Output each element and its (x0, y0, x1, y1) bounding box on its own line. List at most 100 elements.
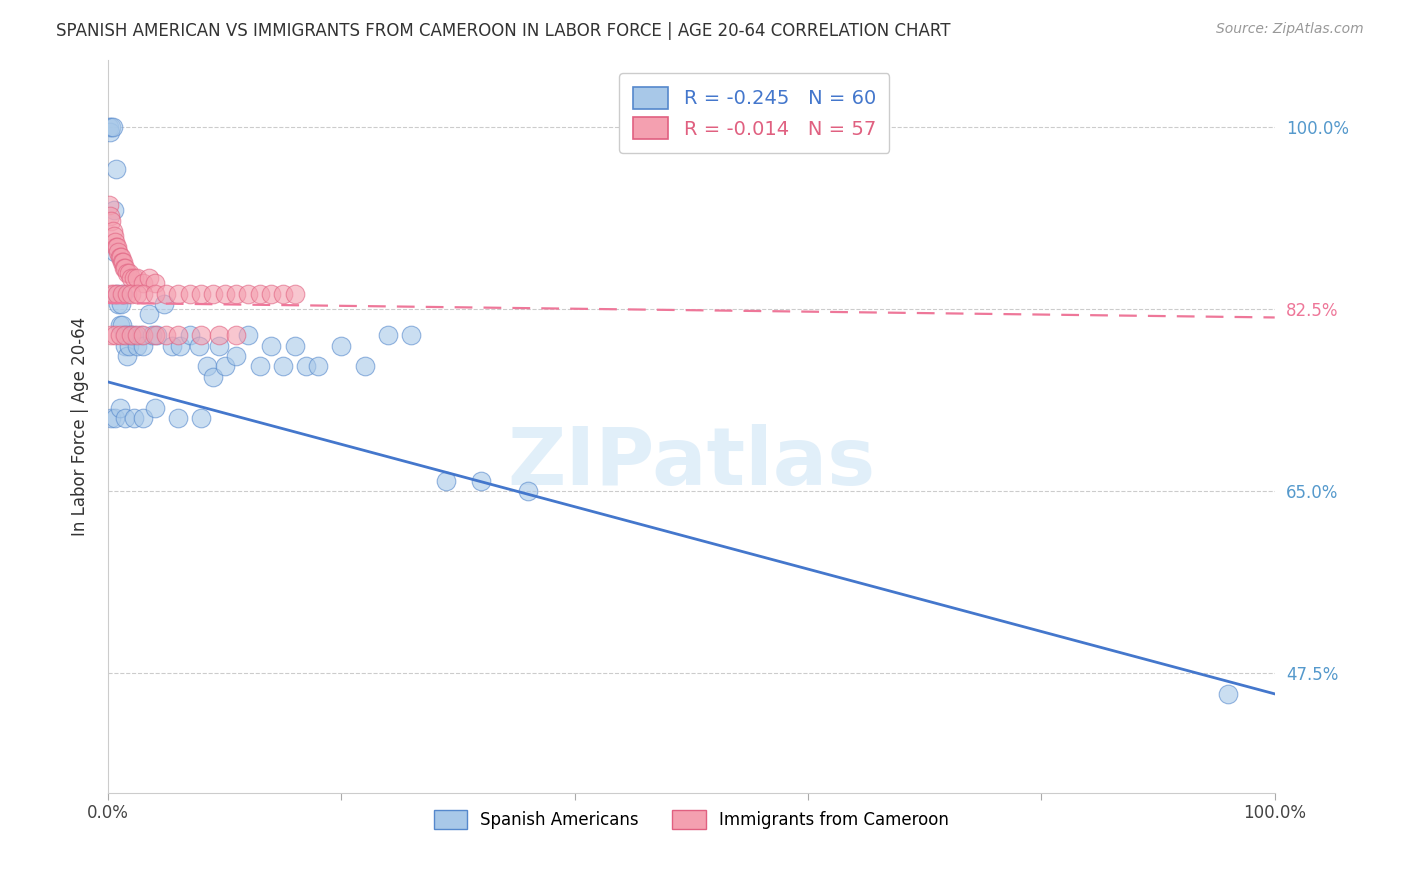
Point (129, 328, 152, 343)
Point (307, 359, 329, 374)
Point (284, 338, 307, 352)
Point (100, 120, 122, 135)
Point (167, 411, 190, 425)
Point (104, 328, 127, 343)
Point (195, 359, 218, 374)
Point (188, 338, 211, 352)
Point (1216, 687, 1239, 701)
Point (201, 369, 224, 384)
Point (284, 286, 307, 301)
Point (249, 359, 271, 374)
Point (110, 297, 132, 311)
Point (105, 240, 128, 254)
Point (167, 286, 190, 301)
Point (138, 307, 160, 321)
Point (98, 209, 121, 223)
Point (112, 255, 135, 269)
Point (236, 286, 259, 301)
Point (100, 328, 122, 343)
Point (112, 260, 135, 275)
Point (107, 244, 129, 259)
Point (160, 338, 183, 352)
Point (122, 411, 145, 425)
Point (260, 286, 283, 301)
Point (141, 328, 163, 343)
Point (111, 255, 134, 269)
Point (401, 328, 423, 343)
Point (295, 359, 318, 374)
Point (517, 484, 540, 499)
Point (120, 328, 142, 343)
Point (103, 203, 125, 218)
Point (105, 286, 128, 301)
Point (108, 401, 131, 415)
Point (122, 271, 145, 285)
Point (143, 401, 166, 415)
Point (132, 411, 155, 425)
Point (214, 359, 236, 374)
Point (98, 198, 121, 212)
Point (127, 338, 149, 352)
Point (105, 161, 128, 176)
Point (117, 328, 139, 343)
Point (225, 349, 247, 363)
Point (100, 286, 122, 301)
Point (115, 266, 138, 280)
Point (98, 120, 121, 135)
Point (271, 286, 294, 301)
Point (208, 328, 231, 343)
Point (155, 286, 177, 301)
Point (120, 286, 142, 301)
Point (115, 349, 138, 363)
Point (122, 328, 145, 343)
Point (143, 328, 166, 343)
Point (470, 474, 492, 488)
Point (118, 266, 141, 280)
Point (114, 260, 136, 275)
Point (101, 120, 124, 135)
Point (114, 328, 136, 343)
Point (105, 240, 128, 254)
Point (110, 250, 132, 264)
Point (190, 286, 212, 301)
Point (112, 328, 135, 343)
Point (108, 318, 131, 332)
Point (101, 224, 124, 238)
Point (143, 286, 166, 301)
Point (108, 250, 131, 264)
Point (190, 411, 212, 425)
Point (111, 286, 134, 301)
Point (120, 271, 142, 285)
Point (167, 328, 190, 343)
Point (114, 411, 136, 425)
Text: ZIPatlas: ZIPatlas (508, 424, 876, 502)
Point (249, 286, 271, 301)
Point (114, 338, 136, 352)
Point (225, 328, 247, 343)
Point (214, 286, 236, 301)
Point (132, 338, 155, 352)
Point (104, 244, 127, 259)
Point (377, 328, 399, 343)
Point (132, 286, 155, 301)
Point (353, 359, 375, 374)
Point (107, 297, 129, 311)
Point (179, 328, 201, 343)
Point (120, 328, 142, 343)
Point (108, 328, 131, 343)
Point (115, 286, 138, 301)
Point (271, 359, 294, 374)
Text: Source: ZipAtlas.com: Source: ZipAtlas.com (1216, 22, 1364, 37)
Point (104, 411, 127, 425)
Point (236, 328, 259, 343)
Point (225, 286, 247, 301)
Legend: Spanish Americans, Immigrants from Cameroon: Spanish Americans, Immigrants from Camer… (427, 803, 956, 836)
Point (118, 338, 141, 352)
Point (98, 125, 121, 139)
Point (100, 213, 122, 227)
Point (146, 328, 169, 343)
Point (127, 328, 149, 343)
Y-axis label: In Labor Force | Age 20-64: In Labor Force | Age 20-64 (72, 317, 89, 536)
Point (155, 328, 177, 343)
Point (100, 411, 122, 425)
